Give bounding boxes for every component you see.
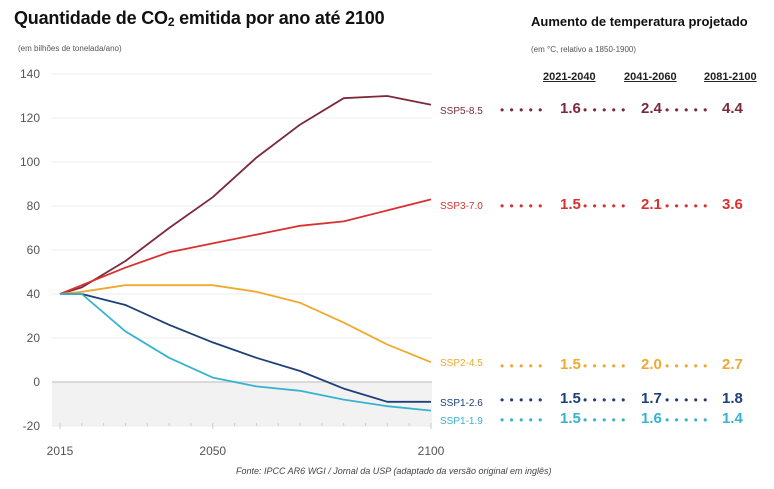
dotted-leader: • • • • • xyxy=(500,359,544,373)
dotted-leader: • • • • • xyxy=(665,103,709,117)
dotted-leader: • • • • • xyxy=(500,199,544,213)
y-tick-label: 140 xyxy=(20,67,40,81)
x-tick-label: 2050 xyxy=(199,444,226,458)
temperature-value: 1.5 xyxy=(560,410,581,427)
temperature-value: 1.6 xyxy=(560,100,581,117)
temperature-value: 1.6 xyxy=(641,410,662,427)
dotted-leader: • • • • • xyxy=(583,103,627,117)
y-tick-label: 40 xyxy=(27,287,41,301)
y-tick-label: 20 xyxy=(27,331,41,345)
series-line-ssp5-85 xyxy=(59,95,432,295)
y-tick-label: 100 xyxy=(20,155,40,169)
temperature-panel-title: Aumento de temperatura projetado xyxy=(531,14,748,29)
chart-subtitle: (em bilhões de tonelada/ano) xyxy=(18,44,122,53)
dotted-leader: • • • • • xyxy=(583,199,627,213)
temperature-row: • • • • • 1.5 • • • • • 1.6 • • • • • 1.4 xyxy=(500,410,774,430)
dotted-leader: • • • • • xyxy=(583,413,627,427)
dotted-leader: • • • • • xyxy=(500,103,544,117)
series-label: SSP3-7.0 xyxy=(440,201,483,212)
temperature-panel-subtitle: (em °C, relativo a 1850-1900) xyxy=(531,45,637,54)
series-line-ssp3-70 xyxy=(59,198,432,295)
period-header: 2041-2060 xyxy=(624,71,677,83)
temperature-value: 1.8 xyxy=(722,390,743,407)
temperature-value: 2.1 xyxy=(641,196,662,213)
y-tick-label: -20 xyxy=(23,419,41,433)
temperature-row: • • • • • 1.5 • • • • • 2.1 • • • • • 3.6 xyxy=(500,196,774,216)
temperature-value: 3.6 xyxy=(722,196,743,213)
dotted-leader: • • • • • xyxy=(583,393,627,407)
source-note: Fonte: IPCC AR6 WGI / Jornal da USP (ada… xyxy=(236,466,552,476)
temperature-value: 1.7 xyxy=(641,390,662,407)
temperature-row: • • • • • 1.6 • • • • • 2.4 • • • • • 4.4 xyxy=(500,100,774,120)
temperature-value: 4.4 xyxy=(722,100,743,117)
temperature-value: 1.5 xyxy=(560,196,581,213)
dotted-leader: • • • • • xyxy=(500,393,544,407)
series-label: SSP1-2.6 xyxy=(440,398,483,409)
series-label: SSP2-4.5 xyxy=(440,358,483,369)
y-tick-label: 80 xyxy=(27,199,41,213)
temperature-value: 1.5 xyxy=(560,390,581,407)
dotted-leader: • • • • • xyxy=(583,359,627,373)
temperature-value: 2.0 xyxy=(641,356,662,373)
series-label: SSP1-1.9 xyxy=(440,416,483,427)
dotted-leader: • • • • • xyxy=(665,393,709,407)
dotted-leader: • • • • • xyxy=(665,359,709,373)
series-label: SSP5-8.5 xyxy=(440,106,483,117)
period-header: 2021-2040 xyxy=(543,71,596,83)
x-tick-label: 2100 xyxy=(418,444,445,458)
series-line-ssp2-45 xyxy=(59,284,432,364)
x-tick-label: 2015 xyxy=(47,444,74,458)
y-tick-label: 0 xyxy=(33,375,40,389)
temperature-value: 1.4 xyxy=(722,410,743,427)
y-tick-label: 120 xyxy=(20,111,40,125)
y-tick-label: 60 xyxy=(27,243,41,257)
temperature-value: 2.4 xyxy=(641,100,662,117)
series-line-ssp1-26 xyxy=(60,293,431,403)
dotted-leader: • • • • • xyxy=(665,413,709,427)
series-line-ssp1-19 xyxy=(60,293,432,412)
temperature-row: • • • • • 1.5 • • • • • 2.0 • • • • • 2.7 xyxy=(500,356,774,376)
dotted-leader: • • • • • xyxy=(500,413,544,427)
line-chart: -20 0 20 40 60 80 100 120 140 2015 2050 2100 SSP5-8.… xyxy=(20,67,483,458)
dotted-leader: • • • • • xyxy=(665,199,709,213)
period-header: 2081-2100 xyxy=(704,71,757,83)
chart-title: Quantidade de CO2 emitida por ano até 21… xyxy=(14,8,385,29)
temperature-row: • • • • • 1.5 • • • • • 1.7 • • • • • 1.8 xyxy=(500,390,774,410)
temperature-value: 1.5 xyxy=(560,356,581,373)
temperature-value: 2.7 xyxy=(722,356,743,373)
